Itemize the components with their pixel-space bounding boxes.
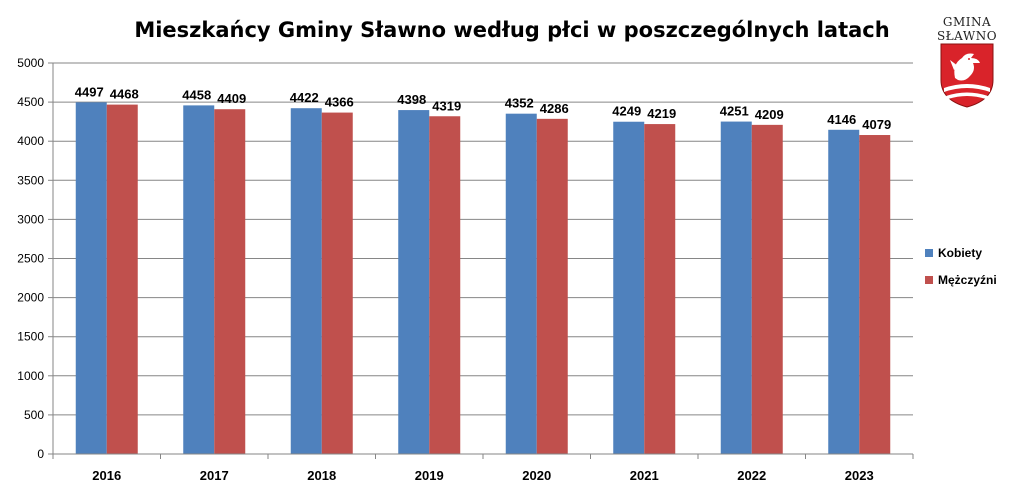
x-tick-label: 2018 bbox=[307, 468, 336, 483]
legend: Kobiety Mężczyźni bbox=[925, 246, 997, 287]
x-tick-label: 2023 bbox=[845, 468, 874, 483]
x-axis-ticks: 2016 2017 2018 2019 2020 2021 2022 2023 bbox=[52, 454, 914, 483]
bar-mezczyzni-2017 bbox=[214, 109, 246, 455]
data-label: 4079 bbox=[862, 117, 891, 132]
axes bbox=[52, 63, 913, 455]
x-tick-label: 2020 bbox=[522, 468, 551, 483]
data-label: 4468 bbox=[110, 87, 139, 102]
data-label: 4352 bbox=[505, 96, 534, 111]
y-tick-label: 1500 bbox=[17, 330, 44, 344]
bar-mezczyzni-2022 bbox=[751, 124, 783, 454]
bar-mezczyzni-2018 bbox=[321, 112, 353, 454]
logo-line1: GMINA bbox=[943, 15, 991, 29]
data-label: 4497 bbox=[75, 84, 104, 99]
y-tick-label: 2500 bbox=[17, 252, 44, 266]
data-label: 4398 bbox=[397, 92, 426, 107]
y-tick-label: 0 bbox=[37, 447, 44, 461]
bar-kobiety-2021 bbox=[613, 121, 645, 454]
data-label: 4249 bbox=[612, 104, 641, 119]
legend-label: Kobiety bbox=[938, 246, 982, 260]
data-label: 4251 bbox=[720, 104, 749, 119]
bar-kobiety-2019 bbox=[398, 110, 430, 454]
y-tick-label: 2000 bbox=[17, 291, 44, 305]
y-tick-label: 4000 bbox=[17, 134, 44, 148]
x-tick-label: 2021 bbox=[630, 468, 659, 483]
bar-mezczyzni-2023 bbox=[859, 135, 891, 454]
data-label: 4209 bbox=[755, 107, 784, 122]
bar-kobiety-2020 bbox=[505, 113, 537, 455]
y-axis-ticks: 0 500 1000 1500 2000 2500 3000 3500 4000 4500 5000 bbox=[17, 56, 53, 461]
bar-kobiety-2017 bbox=[183, 105, 215, 454]
bar-kobiety-2018 bbox=[290, 108, 322, 455]
bar-kobiety-2023 bbox=[828, 129, 860, 454]
data-label: 4458 bbox=[182, 87, 211, 102]
y-tick-label: 4500 bbox=[17, 95, 44, 109]
data-label: 4286 bbox=[540, 101, 569, 116]
bar-kobiety-2016 bbox=[75, 102, 107, 455]
data-label: 4319 bbox=[432, 98, 461, 113]
bars bbox=[75, 102, 891, 455]
legend-label: Mężczyźni bbox=[938, 273, 997, 287]
gmina-slawno-logo: GMINA SŁAWNO bbox=[937, 15, 997, 108]
x-tick-label: 2019 bbox=[415, 468, 444, 483]
x-tick-label: 2017 bbox=[200, 468, 229, 483]
grid bbox=[53, 62, 913, 416]
logo-line2: SŁAWNO bbox=[937, 29, 997, 43]
data-label: 4146 bbox=[827, 112, 856, 127]
bar-kobiety-2022 bbox=[720, 121, 752, 454]
y-tick-label: 500 bbox=[24, 408, 44, 422]
data-label: 4422 bbox=[290, 90, 319, 105]
chart-title: Mieszkańcy Gminy Sławno według płci w po… bbox=[134, 18, 889, 42]
data-label: 4219 bbox=[647, 106, 676, 121]
y-tick-label: 5000 bbox=[17, 56, 44, 70]
legend-swatch bbox=[925, 249, 933, 257]
bar-mezczyzni-2020 bbox=[536, 118, 568, 454]
data-label: 4409 bbox=[217, 91, 246, 106]
bar-mezczyzni-2021 bbox=[644, 124, 676, 454]
x-tick-label: 2016 bbox=[92, 468, 121, 483]
data-label: 4366 bbox=[325, 95, 354, 110]
data-labels: 4497 4468 4458 4409 4422 4366 4398 4319 4352 4286… bbox=[75, 84, 891, 132]
y-tick-label: 1000 bbox=[17, 369, 44, 383]
bar-mezczyzni-2019 bbox=[429, 116, 461, 454]
y-tick-label: 3000 bbox=[17, 212, 44, 226]
legend-swatch bbox=[925, 276, 933, 284]
coat-of-arms-icon bbox=[940, 43, 994, 108]
x-tick-label: 2022 bbox=[737, 468, 766, 483]
bar-mezczyzni-2016 bbox=[106, 104, 138, 454]
y-tick-label: 3500 bbox=[17, 173, 44, 187]
